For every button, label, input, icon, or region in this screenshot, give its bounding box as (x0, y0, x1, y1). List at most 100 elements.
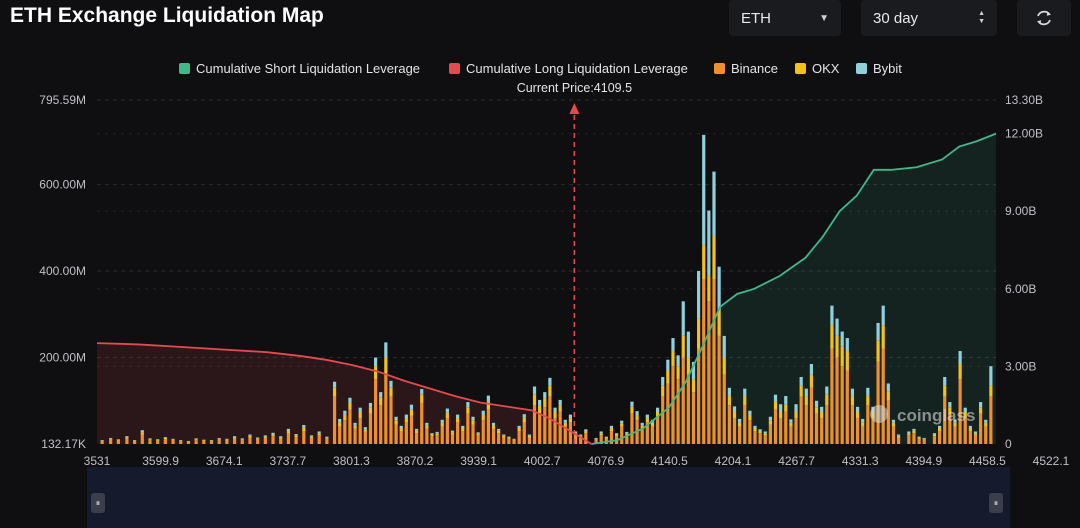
x-tick: 3801.3 (333, 454, 370, 467)
bar-binance (584, 433, 588, 444)
bar-okx (984, 422, 988, 427)
bar-bybit (171, 438, 175, 440)
bar-bybit (415, 428, 419, 431)
bar-bybit (958, 351, 962, 365)
bar-bybit (886, 383, 890, 392)
bar-okx (368, 407, 373, 414)
bar-bybit (140, 430, 144, 433)
bar-binance (676, 379, 680, 444)
bar-binance (348, 409, 352, 444)
bar-bybit (820, 406, 824, 413)
bar-okx (779, 412, 783, 419)
range-scrollbar[interactable] (87, 467, 1010, 528)
bar-binance (953, 426, 957, 444)
bar-binance (697, 348, 701, 444)
bar-okx (604, 437, 608, 439)
x-tick: 4002.7 (524, 454, 561, 467)
bar-binance (543, 407, 547, 444)
bar-binance (748, 420, 752, 444)
bar-bybit (579, 434, 583, 436)
bar-binance (399, 431, 403, 444)
bar-okx (140, 432, 144, 435)
bar-okx (420, 394, 424, 403)
x-tick: 4076.9 (587, 454, 624, 467)
bar-binance (440, 426, 444, 444)
bar-binance (917, 438, 921, 444)
bar-bybit (599, 431, 603, 434)
bar-binance (507, 438, 511, 444)
bar-binance (661, 396, 665, 444)
bar-binance (358, 418, 362, 444)
bar-okx (353, 425, 357, 429)
bar-okx (163, 437, 167, 440)
bar-binance (712, 279, 716, 444)
bar-bybit (814, 400, 819, 408)
bar-okx (979, 407, 983, 414)
bar-okx (968, 428, 972, 432)
bar-okx (881, 325, 885, 349)
bar-bybit (348, 397, 352, 403)
bar-binance (686, 374, 690, 444)
bar-okx (814, 407, 819, 414)
bar-bybit (773, 394, 778, 402)
bar-okx (635, 415, 639, 421)
bar-bybit (784, 396, 788, 405)
bar-bybit (389, 380, 393, 388)
bar-bybit (573, 431, 578, 434)
bar-binance (294, 437, 298, 444)
bar-binance (338, 426, 342, 444)
refresh-button[interactable] (1017, 0, 1071, 36)
bar-binance (896, 437, 901, 444)
bar-okx (512, 439, 516, 441)
bar-binance (450, 434, 455, 444)
bar-binance (794, 418, 798, 444)
bar-okx (379, 397, 383, 406)
range-select[interactable]: 30 day ▲ ▼ (861, 0, 997, 36)
bar-bybit (758, 429, 762, 432)
bar-binance (486, 409, 490, 444)
bar-binance (871, 418, 875, 444)
bar-okx (179, 440, 183, 442)
bar-bybit (866, 387, 870, 396)
bar-binance (445, 418, 449, 444)
bar-bybit (830, 305, 834, 326)
bar-okx (194, 439, 198, 441)
bar-okx (640, 425, 644, 429)
bar-okx (538, 405, 542, 414)
bar-binance (116, 440, 120, 444)
bar-binance (502, 437, 506, 444)
bar-bybit (217, 437, 221, 439)
bar-okx (943, 385, 947, 397)
bar-okx (271, 434, 275, 437)
bar-binance (984, 426, 988, 444)
bar-bybit (763, 431, 767, 434)
bar-bybit (384, 342, 388, 358)
asset-select[interactable]: ETH ▼ (729, 0, 841, 36)
scroll-handle-left[interactable]: ⏸ (91, 493, 105, 513)
bar-binance (922, 439, 926, 444)
bar-binance (625, 435, 629, 444)
bar-binance (825, 405, 829, 444)
bar-bybit (538, 399, 542, 406)
bar-okx (861, 422, 865, 427)
bar-okx (409, 409, 414, 416)
bar-okx (655, 412, 660, 419)
bar-bybit (861, 418, 865, 423)
bar-bybit (271, 432, 275, 435)
bar-okx (507, 437, 511, 439)
bar-binance (532, 405, 537, 444)
bar-bybit (614, 433, 619, 435)
bar-okx (156, 440, 160, 441)
y-left-tick: 200.00M (39, 351, 86, 365)
bar-okx (225, 439, 229, 441)
bar-binance (317, 435, 321, 444)
bar-binance (768, 424, 772, 444)
bar-okx (697, 318, 701, 349)
bar-binance (538, 413, 542, 444)
bar-bybit (507, 436, 511, 438)
bar-binance (263, 437, 267, 444)
scroll-handle-right[interactable]: ⏸ (989, 493, 1003, 513)
bar-okx (325, 437, 329, 439)
legend-swatch (856, 63, 867, 74)
bar-bybit (671, 338, 675, 352)
